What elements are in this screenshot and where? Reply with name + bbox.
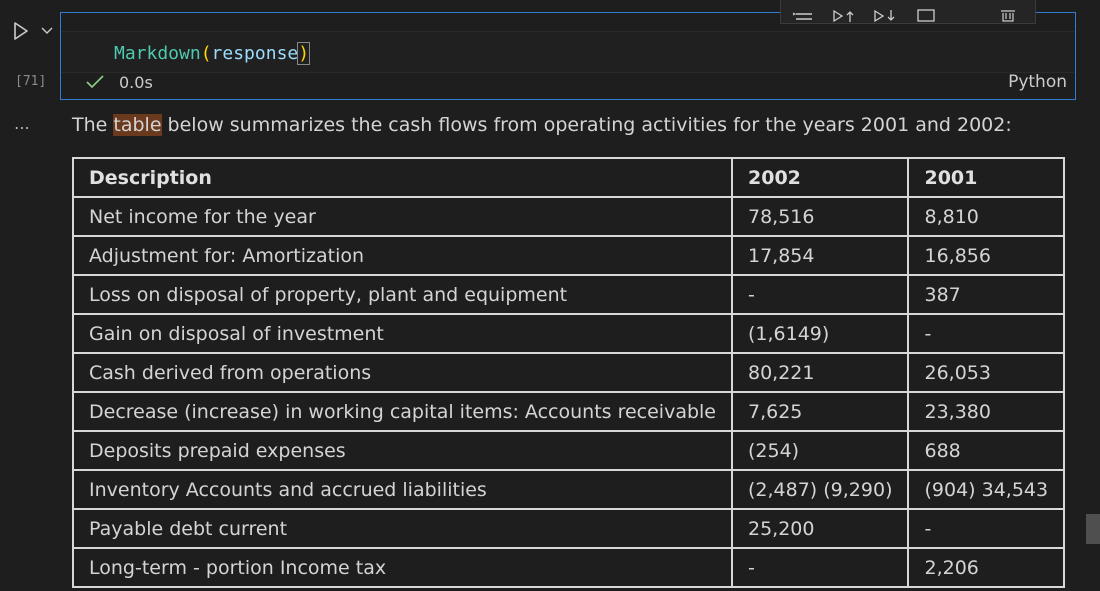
play-icon[interactable]: [10, 20, 32, 42]
row-description: Net income for the year: [72, 196, 733, 237]
row-value-2002: 17,854: [730, 235, 910, 276]
check-icon: [85, 72, 105, 92]
run-controls: [10, 20, 54, 42]
table-row: Adjustment for: Amortization 17,854 16,856: [72, 235, 1066, 276]
execute-below-icon[interactable]: [872, 9, 899, 23]
run-by-line-icon[interactable]: [791, 9, 818, 23]
cell-toolbar: [780, 0, 1036, 24]
row-description: Long-term - portion Income tax: [72, 547, 733, 588]
code-cell[interactable]: Markdown(response) 0.0s Python: [60, 12, 1076, 100]
execution-time: 0.0s: [119, 72, 153, 92]
table-row: Deposits prepaid expenses (254) 688: [72, 430, 1066, 471]
row-description: Decrease (increase) in working capital i…: [72, 391, 733, 432]
row-value-2002: 25,200: [730, 508, 910, 549]
row-description: Loss on disposal of property, plant and …: [72, 274, 733, 315]
spacer-icon: [954, 9, 981, 23]
row-value-2002: (2,487) (9,290): [730, 469, 910, 510]
header-description: Description: [72, 157, 733, 198]
row-description: Inventory Accounts and accrued liabiliti…: [72, 469, 733, 510]
execution-count: [71]: [15, 74, 47, 89]
intro-before: The: [72, 114, 114, 136]
table-body: Net income for the year 78,516 8,810 Adjust…: [72, 196, 1066, 588]
row-value-2001: 2,206: [907, 547, 1066, 588]
table-row: Payable debt current 25,200-: [72, 508, 1066, 549]
execution-status: 0.0s: [85, 72, 153, 92]
row-description: Payable debt current: [72, 508, 733, 549]
table-row: Gain on disposal of investment (1,6149) -: [72, 313, 1066, 354]
header-2001: 2001: [907, 157, 1066, 198]
code-open-paren: (: [200, 43, 212, 64]
code-argument: response: [211, 43, 299, 64]
code-close-paren: ): [297, 42, 311, 65]
table-row: Net income for the year 78,516 8,810: [72, 196, 1066, 237]
execute-above-icon[interactable]: [832, 9, 859, 23]
row-value-2002: -: [730, 547, 910, 588]
code-editor[interactable]: Markdown(response): [62, 31, 1074, 73]
row-value-2002: -: [730, 274, 910, 315]
row-value-2001: 26,053: [907, 352, 1066, 393]
cash-flow-table-container: Description 2002 2001 Net income for the…: [72, 157, 1066, 588]
row-value-2001: 387: [907, 274, 1066, 315]
table-row: Cash derived from operations 80,221 26,053: [72, 352, 1066, 393]
row-value-2002: 7,625: [730, 391, 910, 432]
row-description: Adjustment for: Amortization: [72, 235, 733, 276]
split-cell-icon[interactable]: [913, 9, 940, 23]
cash-flow-table: Description 2002 2001 Net income for the…: [72, 157, 1066, 588]
row-value-2001: 688: [907, 430, 1066, 471]
row-value-2001: (904) 34,543: [907, 469, 1066, 510]
language-picker[interactable]: Python: [1008, 72, 1067, 92]
table-row: Inventory Accounts and accrued liabiliti…: [72, 469, 1066, 510]
row-value-2001: 23,380: [907, 391, 1066, 432]
delete-icon[interactable]: [994, 9, 1021, 23]
row-description: Gain on disposal of investment: [72, 313, 733, 354]
row-value-2001: 8,810: [907, 196, 1066, 237]
row-value-2001: -: [907, 313, 1066, 354]
intro-after: below summarizes the cash flows from ope…: [161, 114, 1012, 136]
table-row: Loss on disposal of property, plant and …: [72, 274, 1066, 315]
row-description: Cash derived from operations: [72, 352, 733, 393]
row-value-2001: -: [907, 508, 1066, 549]
table-row: Decrease (increase) in working capital i…: [72, 391, 1066, 432]
row-value-2002: (254): [730, 430, 910, 471]
ellipsis-icon[interactable]: ⋯: [14, 118, 32, 137]
intro-highlight: table: [113, 114, 162, 136]
row-value-2002: (1,6149): [730, 313, 910, 354]
row-description: Deposits prepaid expenses: [72, 430, 733, 471]
row-value-2001: 16,856: [907, 235, 1066, 276]
output-intro: The table below summarizes the cash flow…: [72, 114, 1012, 136]
code-function: Markdown: [114, 43, 201, 64]
scrollbar-thumb[interactable]: [1086, 514, 1100, 544]
chevron-down-icon[interactable]: [40, 24, 54, 38]
code-line: Markdown(response): [114, 42, 311, 65]
table-header-row: Description 2002 2001: [72, 157, 1066, 198]
table-row: Long-term - portion Income tax -2,206: [72, 547, 1066, 588]
row-value-2002: 80,221: [730, 352, 910, 393]
row-value-2002: 78,516: [730, 196, 910, 237]
header-2002: 2002: [730, 157, 910, 198]
